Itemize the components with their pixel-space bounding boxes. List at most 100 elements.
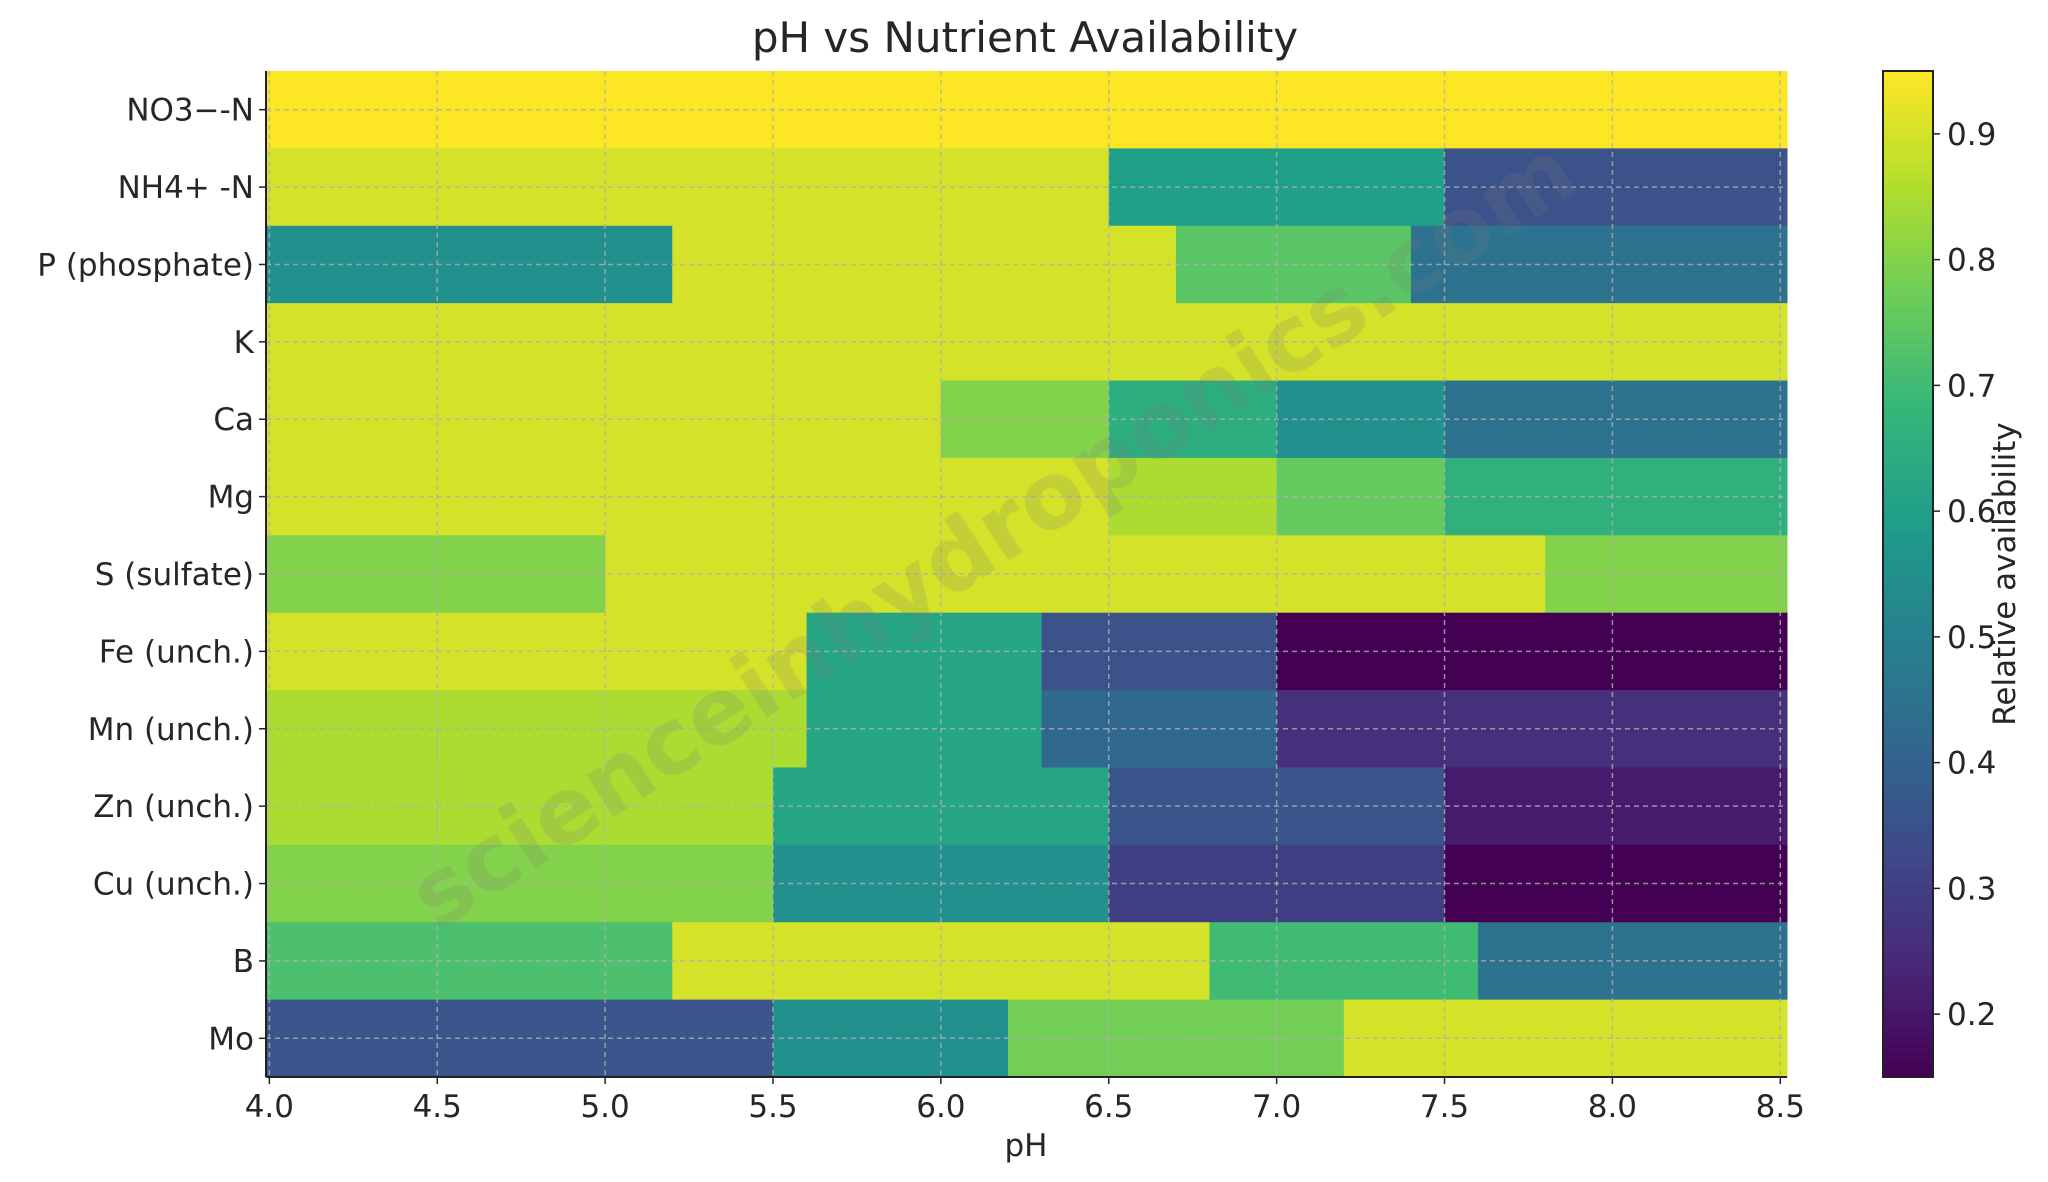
colorbar-swatch xyxy=(1883,515,1933,525)
colorbar-swatch xyxy=(1883,1051,1933,1061)
x-tick-label: 7.0 xyxy=(1252,1089,1301,1125)
colorbar-swatch xyxy=(1883,775,1933,785)
colorbar-swatch xyxy=(1883,892,1933,902)
y-tick-label: K xyxy=(234,325,255,361)
colorbar-swatch xyxy=(1883,976,1933,986)
colorbar-swatch xyxy=(1883,71,1933,80)
colorbar-swatch xyxy=(1883,188,1933,198)
colorbar-swatch xyxy=(1883,699,1933,709)
x-tick-label: 8.5 xyxy=(1756,1089,1805,1125)
colorbar-swatch xyxy=(1883,783,1933,793)
colorbar-swatch xyxy=(1883,691,1933,701)
colorbar-swatch xyxy=(1883,389,1933,399)
colorbar-swatch xyxy=(1883,993,1933,1003)
colorbar-swatch xyxy=(1883,397,1933,407)
colorbar-frame xyxy=(1882,70,1934,1078)
colorbar-swatch xyxy=(1883,1035,1933,1045)
colorbar-swatch xyxy=(1883,641,1933,651)
x-tick-label: 4.5 xyxy=(413,1089,462,1125)
colorbar-swatch xyxy=(1883,574,1933,583)
colorbar-swatch xyxy=(1883,205,1933,215)
colorbar-swatch xyxy=(1883,481,1933,491)
heatmap-cell xyxy=(1276,612,1788,691)
axes: NO3−-N NH4+ -N P (phosphate) K Ca Mg S (sulfat… xyxy=(37,71,1805,1125)
colorbar-swatch xyxy=(1883,431,1933,441)
colorbar-swatch xyxy=(1883,800,1933,810)
colorbar-swatch xyxy=(1883,297,1933,307)
colorbar-swatch xyxy=(1883,280,1933,290)
colorbar-swatch xyxy=(1883,758,1933,768)
x-tick-label: 6.0 xyxy=(916,1089,965,1125)
colorbar-swatch xyxy=(1883,230,1933,240)
colorbar-swatch xyxy=(1883,490,1933,500)
colorbar-swatch xyxy=(1883,540,1933,550)
colorbar-swatch xyxy=(1883,196,1933,206)
colorbar-tick-label: 0.3 xyxy=(1947,871,1996,907)
chart-title: pH vs Nutrient Availability xyxy=(752,13,1298,62)
colorbar-swatch xyxy=(1883,221,1933,231)
colorbar-swatch xyxy=(1883,288,1933,298)
colorbar-swatch xyxy=(1883,850,1933,860)
colorbar-swatch xyxy=(1883,557,1933,567)
colorbar-swatch xyxy=(1883,322,1933,332)
colorbar-swatch xyxy=(1883,741,1933,751)
colorbar-swatch xyxy=(1883,1009,1933,1019)
colorbar-swatch xyxy=(1883,87,1933,97)
colorbar-swatch xyxy=(1883,263,1933,273)
y-tick-label: Zn (unch.) xyxy=(93,789,254,825)
colorbar-swatch xyxy=(1883,766,1933,776)
colorbar-swatch xyxy=(1883,959,1933,969)
y-tick-label: B xyxy=(233,944,254,980)
y-tick-label: S (sulfate) xyxy=(95,557,254,593)
colorbar-tick-label: 0.6 xyxy=(1947,494,1996,530)
colorbar-swatch xyxy=(1883,926,1933,936)
colorbar-swatch xyxy=(1883,900,1933,910)
colorbar-swatch xyxy=(1883,1060,1933,1070)
colorbar-swatch xyxy=(1883,833,1933,843)
colorbar-swatch xyxy=(1883,364,1933,374)
y-tick-label: Mg xyxy=(208,480,254,516)
colorbar-tick-label: 0.8 xyxy=(1947,243,1996,279)
colorbar-swatch xyxy=(1883,817,1933,827)
colorbar-swatch xyxy=(1883,917,1933,927)
heatmap-cell xyxy=(1276,690,1788,768)
colorbar-swatch xyxy=(1883,666,1933,676)
colorbar-swatch xyxy=(1883,632,1933,642)
colorbar-swatch xyxy=(1883,456,1933,466)
colorbar-swatch xyxy=(1883,247,1933,257)
colorbar-swatch xyxy=(1883,372,1933,382)
colorbar-swatch xyxy=(1883,657,1933,667)
y-tick-label: NH4+ -N xyxy=(118,170,254,206)
colorbar-swatch xyxy=(1883,129,1933,139)
colorbar-swatch xyxy=(1883,842,1933,852)
heatmap-cell xyxy=(1478,922,1788,1001)
colorbar-swatch xyxy=(1883,439,1933,449)
colorbar-swatch xyxy=(1883,884,1933,894)
y-tick-label: Fe (unch.) xyxy=(99,634,254,670)
colorbar-swatch xyxy=(1883,590,1933,600)
y-tick-label: Ca xyxy=(213,402,254,438)
y-tick-label: Mo xyxy=(208,1021,254,1057)
colorbar-swatch xyxy=(1883,582,1933,592)
colorbar-swatch xyxy=(1883,448,1933,458)
grid-lines xyxy=(266,71,1787,1077)
colorbar-swatch xyxy=(1883,968,1933,977)
colorbar-swatch xyxy=(1883,951,1933,961)
y-tick-label: P (phosphate) xyxy=(37,247,254,283)
colorbar-swatch xyxy=(1883,1001,1933,1011)
colorbar-swatch xyxy=(1883,179,1933,189)
y-tick-label: Mn (unch.) xyxy=(88,712,254,748)
colorbar-swatch xyxy=(1883,1043,1933,1053)
colorbar-swatch xyxy=(1883,104,1933,114)
colorbar-swatch xyxy=(1883,548,1933,558)
colorbar-swatch xyxy=(1883,423,1933,433)
colorbar-tick-label: 0.5 xyxy=(1947,620,1996,656)
colorbar-swatch xyxy=(1883,255,1933,265)
x-tick-label: 5.0 xyxy=(580,1089,629,1125)
colorbar-swatch xyxy=(1883,750,1933,760)
colorbar-swatch xyxy=(1883,674,1933,684)
y-tick-label: NO3−-N xyxy=(126,93,254,129)
colorbar-swatch xyxy=(1883,305,1933,315)
x-axis-label: pH xyxy=(1005,1128,1048,1164)
